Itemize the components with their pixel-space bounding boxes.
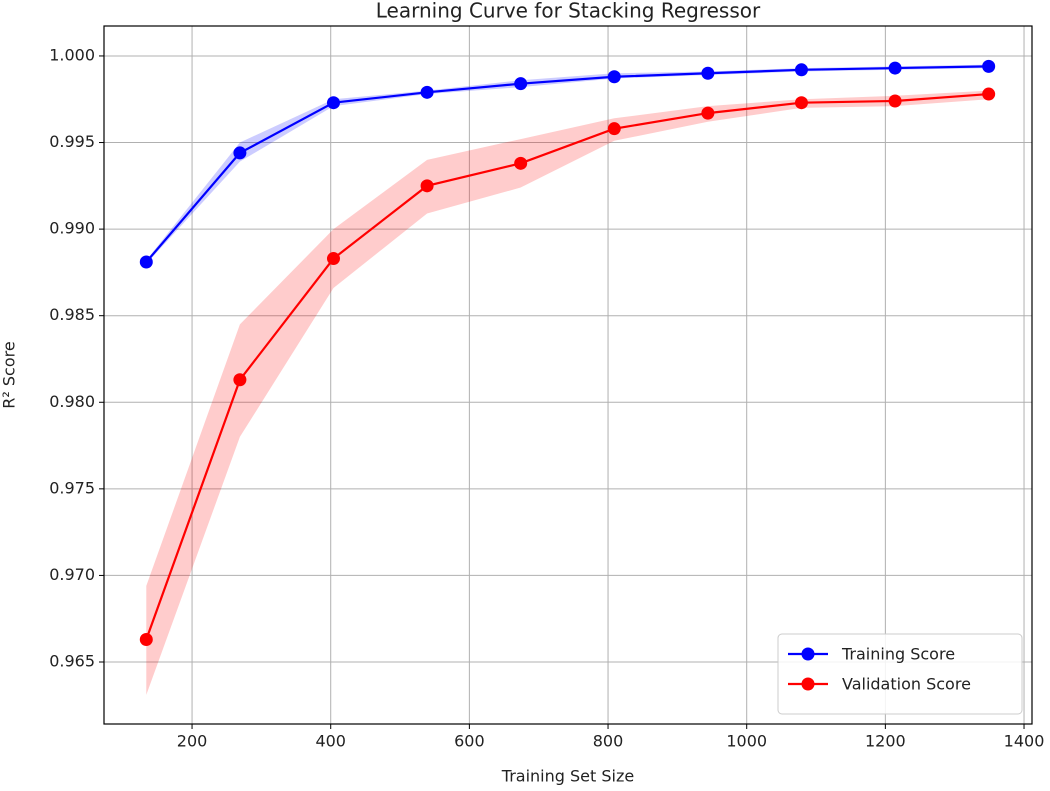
point bbox=[607, 122, 621, 136]
point bbox=[139, 255, 153, 269]
legend-marker bbox=[801, 677, 815, 691]
x-axis-label: Training Set Size bbox=[501, 767, 634, 786]
y-tick-label: 0.975 bbox=[49, 478, 95, 497]
x-tick-label: 1000 bbox=[726, 732, 767, 751]
point bbox=[701, 106, 715, 120]
legend-label: Training Score bbox=[841, 645, 955, 664]
point bbox=[326, 252, 340, 266]
y-axis-label: R² Score bbox=[0, 341, 19, 408]
plot-frame bbox=[103, 25, 1033, 725]
point bbox=[326, 96, 340, 110]
chart-title: Learning Curve for Stacking Regressor bbox=[376, 0, 761, 23]
y-tick-label: 0.965 bbox=[49, 652, 95, 671]
point bbox=[233, 146, 247, 160]
line bbox=[145, 92, 989, 640]
y-tick-label: 0.980 bbox=[49, 392, 95, 411]
point bbox=[888, 61, 902, 75]
point bbox=[701, 66, 715, 80]
point bbox=[233, 373, 247, 387]
x-tick-label: 1200 bbox=[865, 732, 906, 751]
point bbox=[514, 77, 528, 91]
point bbox=[607, 70, 621, 84]
legend-box bbox=[777, 633, 1023, 715]
y-tick-label: 0.990 bbox=[49, 219, 95, 238]
y-tick-label: 0.970 bbox=[49, 565, 95, 584]
x-tick-label: 800 bbox=[593, 732, 624, 751]
x-tick-label: 200 bbox=[177, 732, 208, 751]
point bbox=[982, 59, 996, 73]
x-tick-label: 600 bbox=[454, 732, 485, 751]
y-tick-label: 1.000 bbox=[49, 45, 95, 64]
point bbox=[982, 87, 996, 101]
x-tick-label: 1400 bbox=[1004, 732, 1045, 751]
y-tick-label: 0.985 bbox=[49, 305, 95, 324]
point bbox=[794, 96, 808, 110]
y-tick-label: 0.995 bbox=[49, 132, 95, 151]
legend-marker bbox=[801, 647, 815, 661]
point bbox=[514, 156, 528, 170]
point bbox=[420, 85, 434, 99]
confidence-band bbox=[146, 90, 989, 695]
point bbox=[139, 632, 153, 646]
legend: Training Score Validation Score bbox=[777, 633, 1023, 715]
line bbox=[145, 65, 989, 263]
x-tick-label: 400 bbox=[315, 732, 346, 751]
point bbox=[794, 63, 808, 77]
point bbox=[420, 179, 434, 193]
legend-label: Validation Score bbox=[842, 675, 971, 694]
point bbox=[888, 94, 902, 108]
